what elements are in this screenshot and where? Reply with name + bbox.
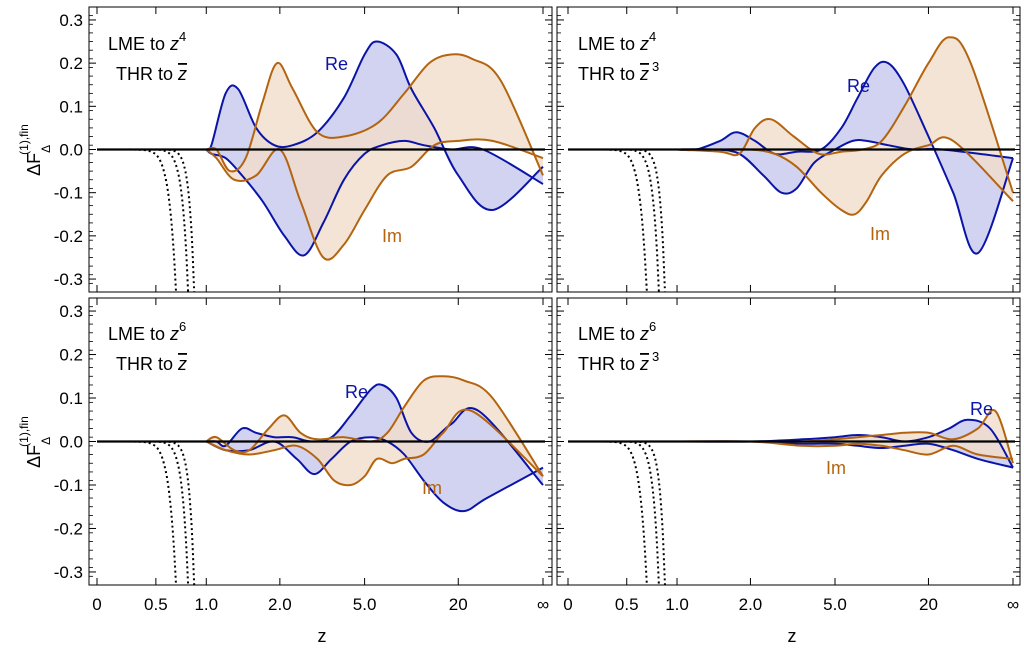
im-series-label: Im — [382, 226, 402, 246]
y-tick-label: -0.3 — [54, 563, 83, 582]
panel-bottom-left: 0.3 0.2 0.1 0.0 -0.1 -0.2 -0.3 0 0.5 1.0 2.0 5.0 20 ∞… — [54, 297, 553, 614]
plot-area — [568, 408, 1015, 585]
re-lower-curve — [205, 139, 544, 257]
im-band-fill — [677, 409, 1013, 464]
y-axis-titles: ΔFΔ(1),fin ΔFΔ(1),fin — [17, 124, 53, 468]
lme-dotted-curve — [579, 148, 666, 292]
lme-dotted-curve — [579, 440, 666, 585]
plot-area — [97, 375, 545, 585]
x-tick-label: 20 — [449, 595, 468, 614]
im-series-label: Im — [870, 224, 890, 244]
lme-label: LME to z4 — [578, 29, 656, 54]
thr-label: THR to z — [116, 64, 187, 84]
x-tick-label: ∞ — [1007, 595, 1019, 614]
panels: 0.3 0.2 0.1 0.0 -0.1 -0.2 -0.3 LME to z4 THR to … — [54, 6, 1021, 614]
y-tick-label: 0.0 — [59, 141, 83, 160]
x-tick-label: ∞ — [537, 595, 549, 614]
x-axis-title-left: z — [318, 626, 327, 646]
lme-dotted-curve — [108, 440, 190, 585]
y-tick-label: 0.0 — [59, 433, 83, 452]
re-series-label: Re — [345, 382, 368, 402]
re-band-fill — [206, 41, 544, 256]
y-tick-label: -0.2 — [54, 519, 83, 538]
im-lower-curve — [205, 138, 544, 261]
y-tick-label: -0.2 — [54, 227, 83, 246]
im-upper-curve — [676, 36, 1014, 194]
im-series-label: Im — [826, 458, 846, 478]
panel-top-right: LME to z4 THR to z 3 Re Im — [556, 6, 1021, 293]
x-axis-title-right: z — [788, 626, 797, 646]
re-band-fill — [677, 61, 1013, 254]
lme-dotted-curve — [579, 148, 648, 292]
im-lower-curve — [205, 408, 544, 487]
lme-label: LME to z6 — [108, 319, 186, 344]
x-tick-label: 2.0 — [268, 595, 292, 614]
thr-label: THR to z — [116, 354, 187, 374]
x-tick-label: 0 — [92, 595, 101, 614]
lme-label: LME to z4 — [108, 29, 186, 54]
re-upper-curve — [205, 40, 544, 211]
x-tick-label: 5.0 — [823, 595, 847, 614]
lme-dotted-curve — [108, 440, 177, 585]
lme-dotted-curve — [108, 440, 196, 585]
re-series-label: Re — [325, 54, 348, 74]
x-tick-label: 0.5 — [144, 595, 168, 614]
plot-area — [568, 36, 1015, 292]
re-lower-curve — [676, 440, 1014, 469]
x-tick-label: 1.0 — [665, 595, 689, 614]
im-series-label: Im — [422, 478, 442, 498]
x-tick-label: 1.0 — [194, 595, 218, 614]
im-band-fill — [677, 37, 1013, 215]
re-upper-curve — [676, 60, 1014, 255]
im-lower-curve — [676, 440, 1014, 460]
lme-dotted-curve — [108, 148, 196, 292]
panel-top-left: 0.3 0.2 0.1 0.0 -0.1 -0.2 -0.3 LME to z4 THR to … — [54, 6, 553, 293]
y-tick-label: -0.1 — [54, 476, 83, 495]
re-upper-curve — [206, 383, 544, 486]
re-series-label: Re — [847, 76, 870, 96]
plot-area — [97, 40, 545, 292]
lme-dotted-curve — [108, 148, 190, 292]
x-tick-label: 0.5 — [615, 595, 639, 614]
y-tick-label: 0.1 — [59, 97, 83, 116]
y-tick-label: 0.2 — [59, 346, 83, 365]
y-tick-label: 0.1 — [59, 389, 83, 408]
re-lower-curve — [205, 436, 544, 513]
x-tick-label: 2.0 — [739, 595, 763, 614]
x-tick-label: 5.0 — [353, 595, 377, 614]
im-band-fill — [206, 376, 544, 486]
lme-dotted-curve — [579, 440, 648, 585]
re-series-label: Re — [970, 399, 993, 419]
x-tick-label: 20 — [919, 595, 938, 614]
lme-dotted-curve — [579, 148, 660, 292]
lme-dotted-curve — [579, 440, 660, 585]
im-upper-curve — [205, 375, 544, 477]
panel-bottom-right: 0 0.5 1.0 2.0 5.0 20 ∞ LME to z6 THR to z 3 Re Im — [556, 297, 1021, 614]
y-tick-label: -0.1 — [54, 184, 83, 203]
y-axis-title-bottom: ΔFΔ(1),fin — [17, 416, 53, 468]
y-tick-label: 0.3 — [59, 11, 83, 30]
lme-label: LME to z6 — [578, 319, 656, 344]
lme-dotted-curve — [108, 148, 177, 292]
re-upper-curve — [676, 418, 1014, 469]
x-tick-label: 0 — [563, 595, 572, 614]
im-upper-curve — [206, 53, 544, 176]
y-tick-label: -0.3 — [54, 270, 83, 289]
y-tick-label: 0.3 — [59, 302, 83, 321]
im-band-fill — [206, 54, 544, 260]
y-axis-title-top: ΔFΔ(1),fin — [17, 124, 53, 176]
y-tick-label: 0.2 — [59, 54, 83, 73]
